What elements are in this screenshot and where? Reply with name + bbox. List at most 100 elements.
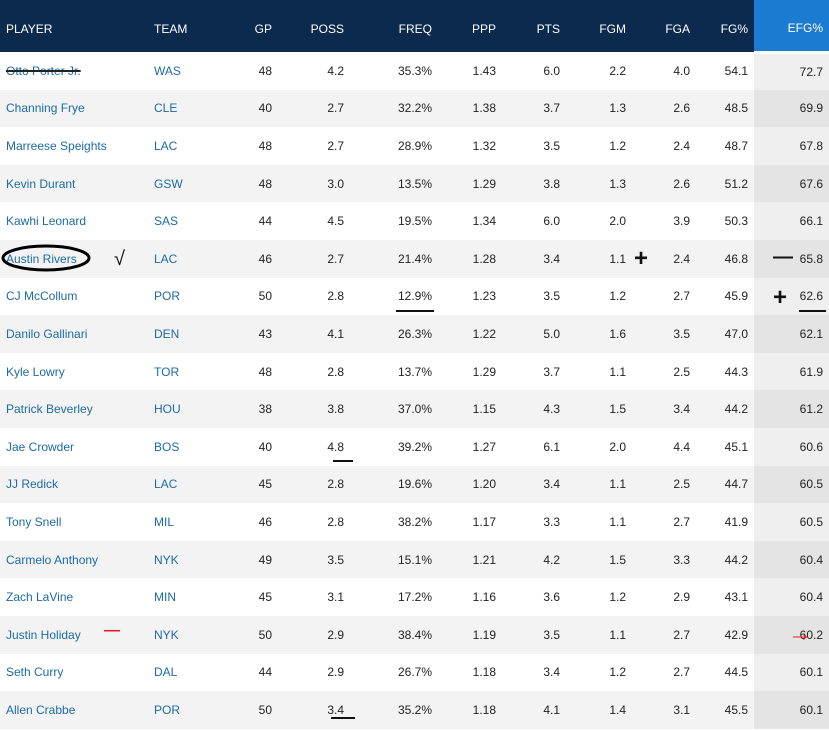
player-link[interactable]: Austin Rivers xyxy=(0,239,148,278)
player-link[interactable]: JJ Redick xyxy=(0,465,148,504)
player-link[interactable]: Patrick Beverley xyxy=(0,390,148,428)
cell-ppp: 1.38 xyxy=(438,89,502,128)
column-header-gp[interactable]: GP xyxy=(254,22,272,36)
column-header-freq[interactable]: FREQ xyxy=(398,22,432,36)
column-header-pts[interactable]: PTS xyxy=(536,22,560,36)
cell-poss: 4.2 xyxy=(278,52,350,90)
player-link[interactable]: Zach LaVine xyxy=(0,578,148,616)
team-link[interactable]: TOR xyxy=(148,352,228,391)
cell-poss: 2.8 xyxy=(278,503,350,541)
player-link[interactable]: Justin Holiday xyxy=(0,615,148,654)
cell-fga: 2.7 xyxy=(632,615,696,654)
column-header-efg[interactable]: EFG% xyxy=(754,0,829,54)
cell-pts: 6.1 xyxy=(502,427,566,466)
cell-gp: 45 xyxy=(228,465,278,504)
cell-gp: 45 xyxy=(228,578,278,616)
team-link[interactable]: SAS xyxy=(148,202,228,240)
cell-ppp: 1.43 xyxy=(438,52,502,90)
cell-poss: 2.9 xyxy=(278,615,350,654)
player-link[interactable]: Marreese Speights xyxy=(0,127,148,165)
cell-gp: 49 xyxy=(228,540,278,579)
cell-ppp: 1.18 xyxy=(438,691,502,729)
cell-fga: 2.5 xyxy=(632,465,696,504)
cell-fgm: 2.2 xyxy=(566,52,632,90)
cell-efg: 60.1 xyxy=(754,653,829,692)
team-link[interactable]: LAC xyxy=(148,465,228,504)
column-header-fga[interactable]: FGA xyxy=(665,22,690,36)
cell-fgm: 1.3 xyxy=(566,89,632,128)
team-link[interactable]: MIN xyxy=(148,578,228,616)
team-link[interactable]: WAS xyxy=(148,52,228,90)
player-link[interactable]: CJ McCollum xyxy=(0,277,148,316)
team-link[interactable]: CLE xyxy=(148,89,228,128)
cell-ppp: 1.27 xyxy=(438,427,502,466)
cell-efg: 60.1 xyxy=(754,691,829,729)
cell-fgm: 2.0 xyxy=(566,202,632,240)
player-link[interactable]: Kevin Durant xyxy=(0,164,148,203)
player-link[interactable]: Carmelo Anthony xyxy=(0,540,148,579)
cell-fgpct: 44.5 xyxy=(696,653,754,692)
player-link[interactable]: Otto Porter Jr. xyxy=(0,52,148,90)
team-link[interactable]: LAC xyxy=(148,239,228,278)
cell-fgpct: 47.0 xyxy=(696,315,754,353)
column-header-player[interactable]: PLAYER xyxy=(6,22,53,36)
team-link[interactable]: DEN xyxy=(148,315,228,353)
cell-ppp: 1.18 xyxy=(438,653,502,692)
table-row: JJ Redick LAC 45 2.8 19.6% 1.20 3.4 1.1 2.5 44.7 6… xyxy=(0,465,829,504)
table-row: CJ McCollum POR 50 2.8 12.9% 1.23 3.5 1.2 2.7 45.… xyxy=(0,277,829,316)
cell-fgpct: 51.2 xyxy=(696,164,754,203)
cell-fga: 2.4 xyxy=(632,239,696,278)
cell-efg: 60.2 xyxy=(754,615,829,654)
cell-gp: 48 xyxy=(228,127,278,165)
cell-fgpct: 48.5 xyxy=(696,89,754,128)
player-link[interactable]: Channing Frye xyxy=(0,89,148,128)
cell-fga: 2.4 xyxy=(632,127,696,165)
player-link[interactable]: Jae Crowder xyxy=(0,427,148,466)
cell-poss: 2.8 xyxy=(278,465,350,504)
player-link[interactable]: Kawhi Leonard xyxy=(0,202,148,240)
column-header-team[interactable]: TEAM xyxy=(154,22,188,36)
team-link[interactable]: MIL xyxy=(148,503,228,541)
player-link[interactable]: Seth Curry xyxy=(0,653,148,692)
column-header-poss[interactable]: POSS xyxy=(310,22,344,36)
team-link[interactable]: LAC xyxy=(148,127,228,165)
team-link[interactable]: HOU xyxy=(148,390,228,428)
cell-efg: 72.7 xyxy=(754,52,829,90)
team-link[interactable]: DAL xyxy=(148,653,228,692)
cell-fga: 4.0 xyxy=(632,52,696,90)
cell-fga: 3.1 xyxy=(632,691,696,729)
team-link[interactable]: GSW xyxy=(148,164,228,203)
table-row: Carmelo Anthony NYK 49 3.5 15.1% 1.21 4.2 1.5 3.… xyxy=(0,540,829,579)
cell-gp: 38 xyxy=(228,390,278,428)
cell-ppp: 1.16 xyxy=(438,578,502,616)
cell-fgpct: 46.8 xyxy=(696,239,754,278)
cell-poss: 2.7 xyxy=(278,127,350,165)
column-header-ppp[interactable]: PPP xyxy=(471,22,496,36)
cell-ppp: 1.22 xyxy=(438,315,502,353)
column-header-fgpct[interactable]: FG% xyxy=(720,22,748,36)
cell-freq: 35.3% xyxy=(350,52,438,90)
cell-fgpct: 45.5 xyxy=(696,691,754,729)
cell-fga: 2.7 xyxy=(632,277,696,316)
player-link[interactable]: Tony Snell xyxy=(0,503,148,541)
cell-fga: 4.4 xyxy=(632,427,696,466)
cell-efg: 62.1 xyxy=(754,315,829,353)
cell-fgm: 1.2 xyxy=(566,653,632,692)
cell-efg: 62.6 xyxy=(754,277,829,316)
player-link[interactable]: Kyle Lowry xyxy=(0,352,148,391)
team-link[interactable]: NYK xyxy=(148,615,228,654)
cell-ppp: 1.29 xyxy=(438,164,502,203)
team-link[interactable]: NYK xyxy=(148,540,228,579)
team-link[interactable]: POR xyxy=(148,691,228,729)
cell-fga: 3.3 xyxy=(632,540,696,579)
team-link[interactable]: POR xyxy=(148,277,228,316)
underline-efg xyxy=(799,310,826,312)
player-link[interactable]: Danilo Gallinari xyxy=(0,315,148,353)
cell-gp: 50 xyxy=(228,615,278,654)
cell-fga: 2.7 xyxy=(632,503,696,541)
player-link[interactable]: Allen Crabbe xyxy=(0,691,148,729)
column-header-fgm[interactable]: FGM xyxy=(599,22,626,36)
cell-gp: 40 xyxy=(228,89,278,128)
cell-pts: 3.5 xyxy=(502,127,566,165)
team-link[interactable]: BOS xyxy=(148,427,228,466)
